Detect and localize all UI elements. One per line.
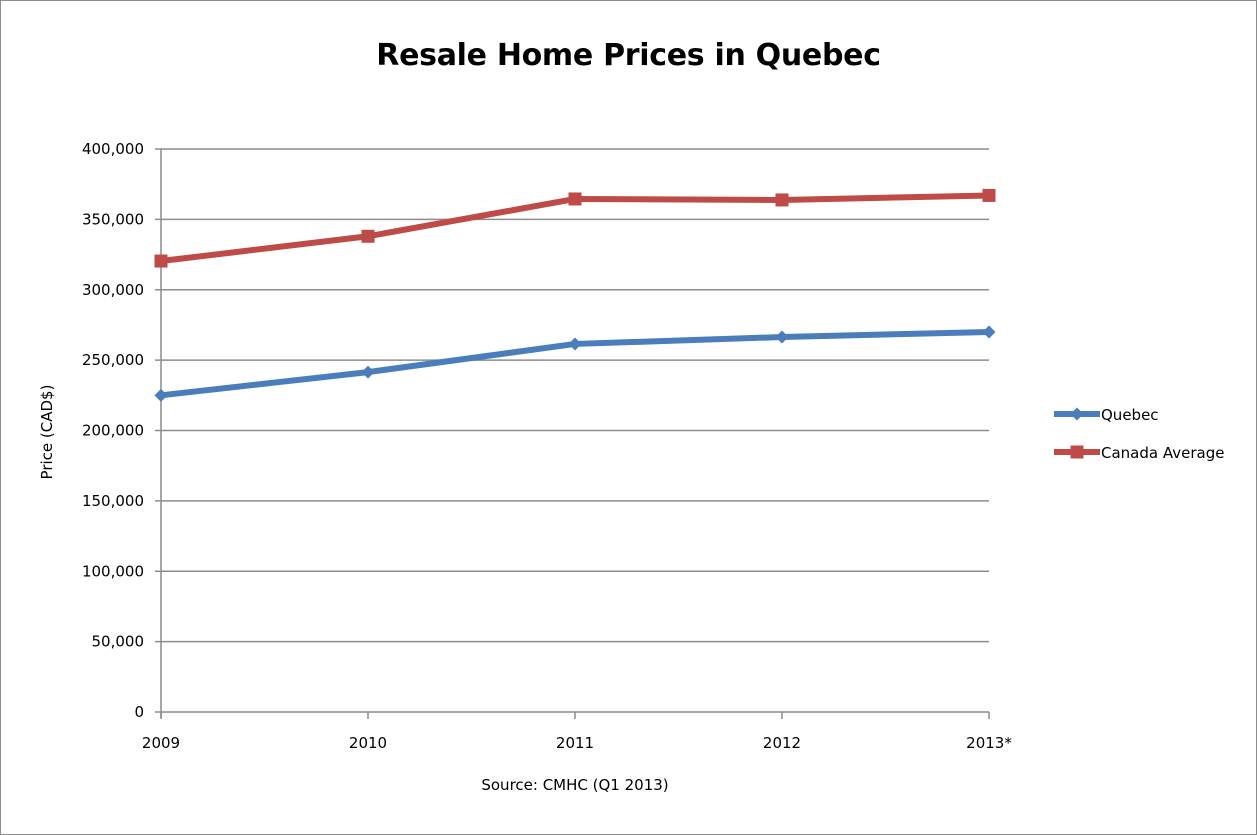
x-tick-label: 2012: [763, 734, 801, 752]
y-tick-label: 350,000: [82, 210, 144, 228]
x-tick-label: 2013*: [966, 734, 1012, 752]
chart-title: Resale Home Prices in Quebec: [376, 38, 881, 73]
square-marker: [154, 254, 168, 268]
diamond-marker: [154, 388, 168, 402]
legend: Quebec Canada Average: [1054, 406, 1224, 462]
y-tick-label: 0: [134, 703, 144, 721]
series-quebec: [154, 325, 996, 402]
diamond-marker: [1070, 407, 1084, 421]
legend-item-quebec: Quebec: [1054, 406, 1159, 424]
y-tick-label: 400,000: [82, 140, 144, 158]
gridlines: [161, 148, 989, 643]
legend-label: Quebec: [1101, 406, 1159, 424]
diamond-marker: [568, 337, 582, 351]
square-marker: [361, 229, 375, 243]
y-tick-label: 200,000: [82, 422, 144, 440]
axes: [160, 149, 989, 718]
square-marker: [775, 193, 789, 207]
x-axis-title: Source: CMHC (Q1 2013): [481, 776, 668, 794]
y-tick-label: 250,000: [82, 351, 144, 369]
diamond-marker: [982, 325, 996, 339]
y-tick-label: 150,000: [82, 492, 144, 510]
legend-label: Canada Average: [1101, 444, 1224, 462]
series-lines: [154, 188, 996, 402]
x-tick-label: 2009: [142, 734, 180, 752]
square-marker: [568, 192, 582, 206]
diamond-marker: [361, 365, 375, 379]
square-marker: [982, 188, 996, 202]
x-axis-ticks: 2009 2010 2011 2012 2013*: [142, 712, 1012, 752]
diamond-marker: [775, 330, 789, 344]
y-axis-ticks: 0 50,000 100,000 150,000 200,000 250,000 300,0…: [82, 140, 161, 721]
x-tick-label: 2010: [349, 734, 387, 752]
x-tick-label: 2011: [556, 734, 594, 752]
legend-item-canada-average: Canada Average: [1054, 444, 1224, 462]
y-tick-label: 50,000: [92, 633, 145, 651]
y-axis-title: Price (CAD$): [38, 385, 56, 480]
y-tick-label: 100,000: [82, 562, 144, 580]
series-canada-average: [154, 188, 996, 268]
square-marker: [1070, 445, 1084, 459]
y-tick-label: 300,000: [82, 281, 144, 299]
